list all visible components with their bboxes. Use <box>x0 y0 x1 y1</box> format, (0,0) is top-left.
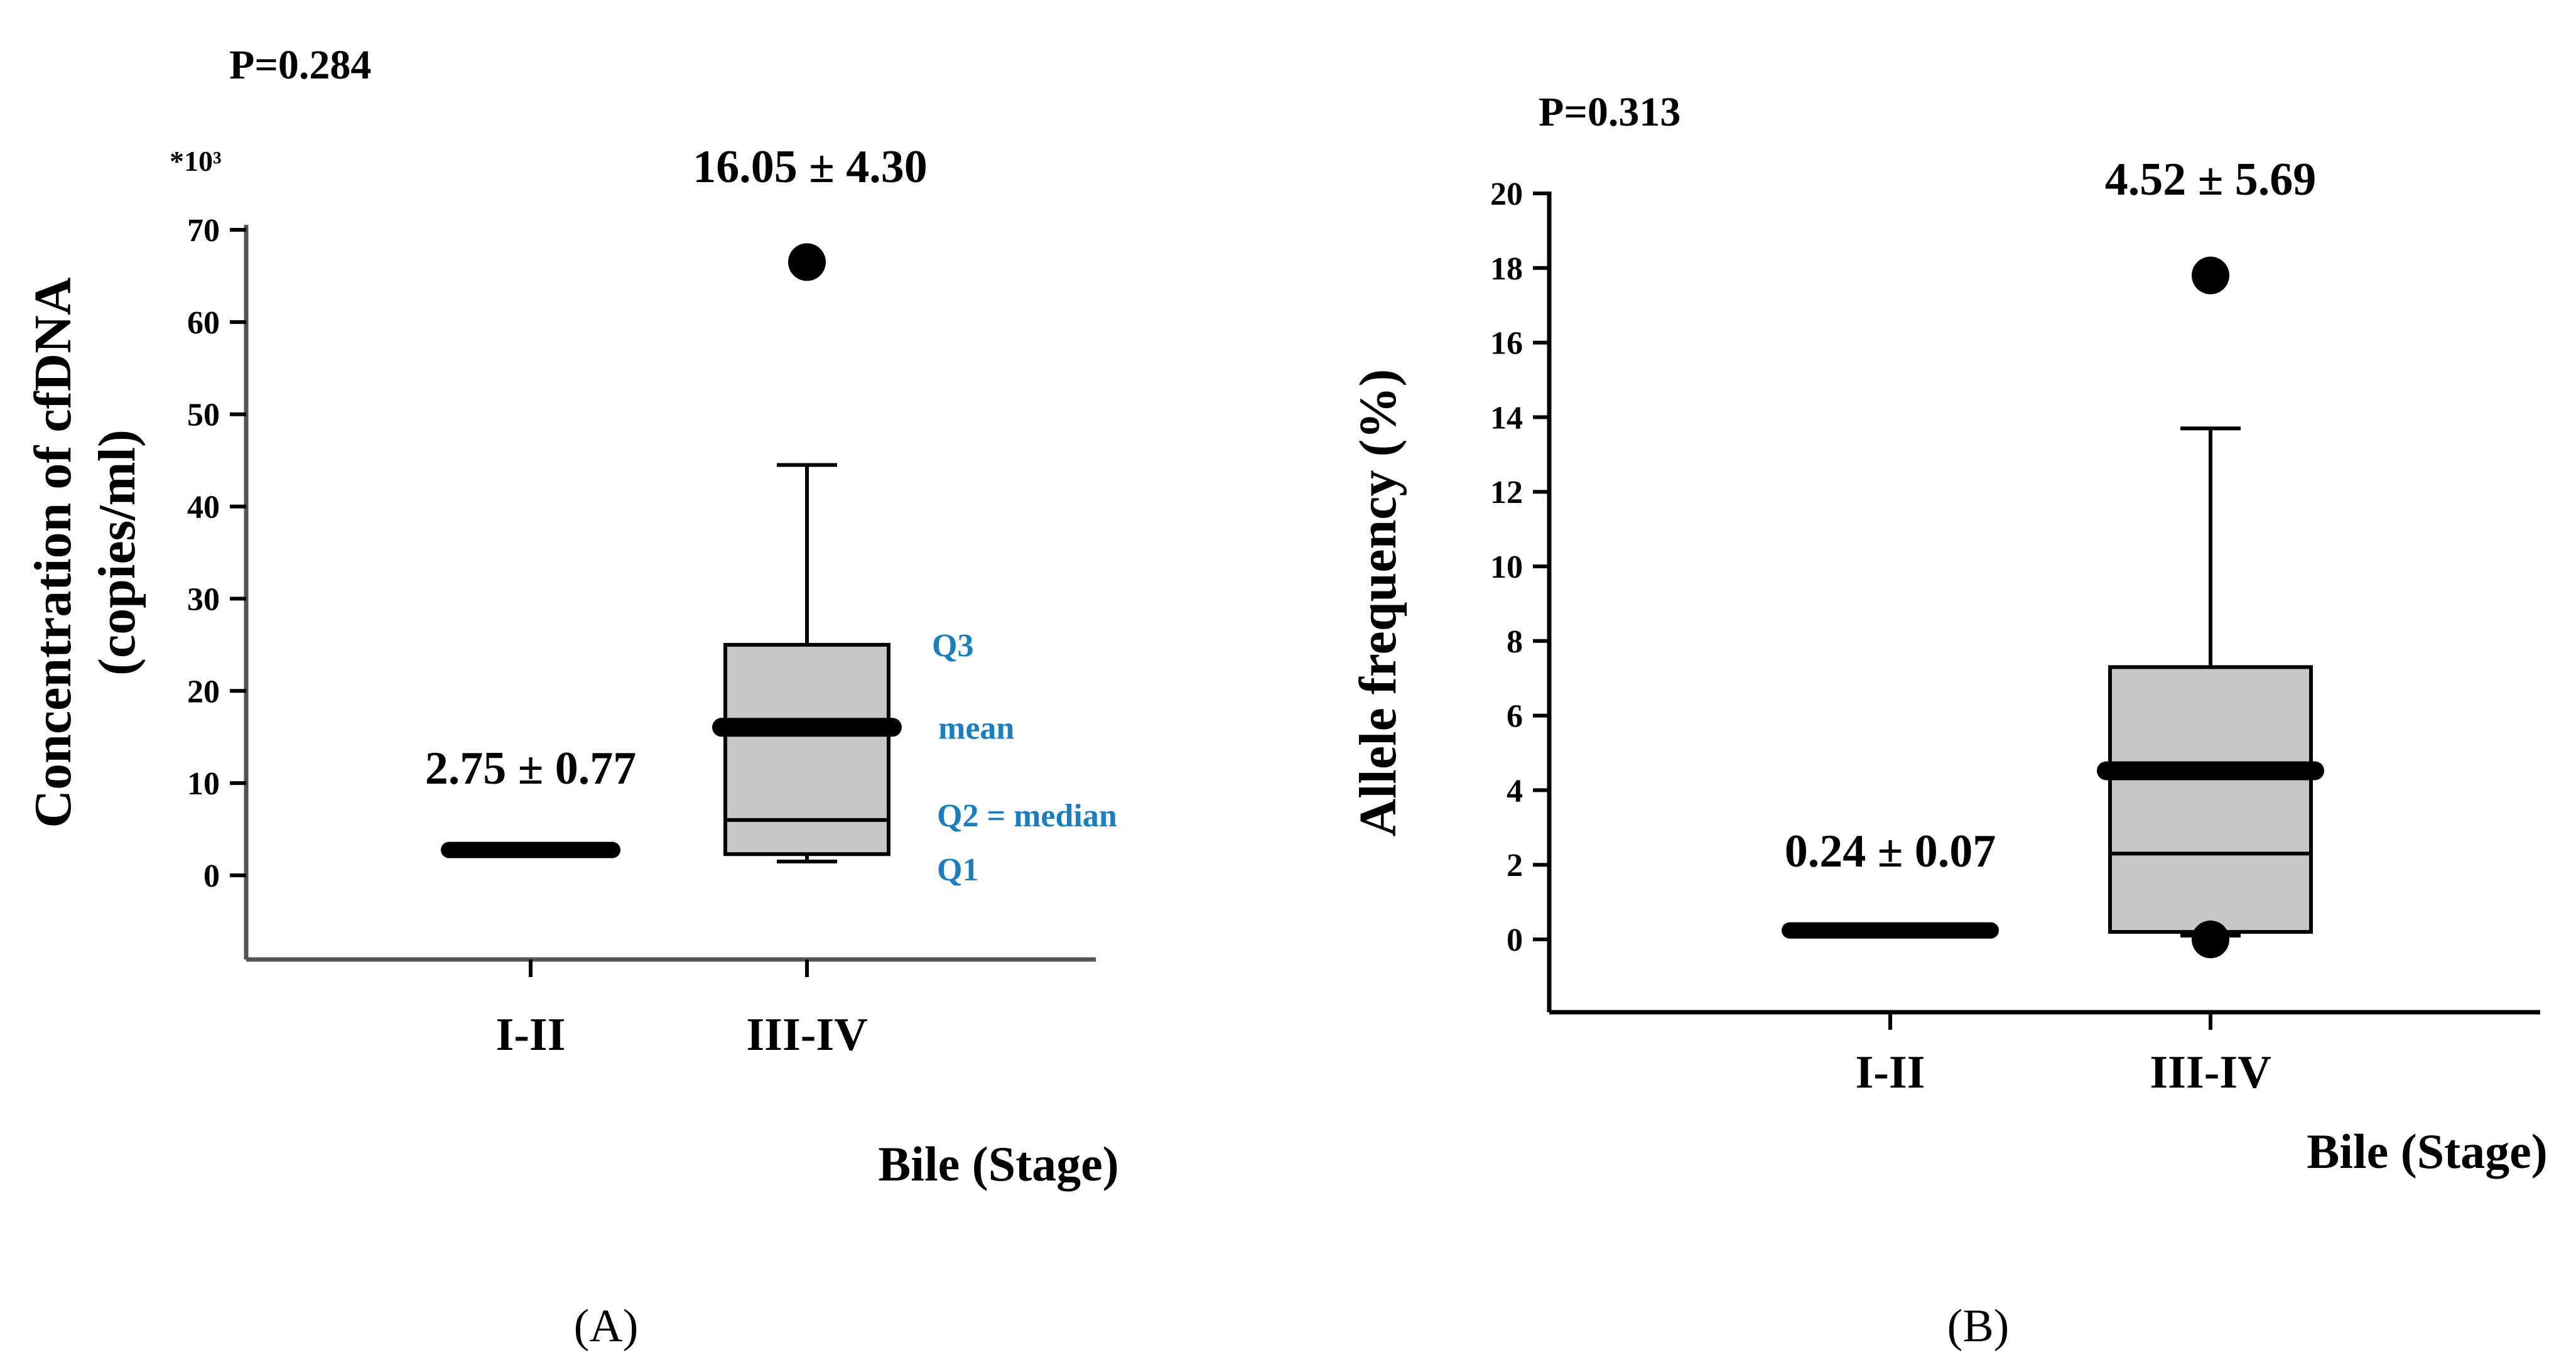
panel-label-b: (B) <box>1947 1300 2010 1352</box>
panel-b-y-tick-label: 2 <box>1507 848 1523 883</box>
panel-a-y-tick-label: 60 <box>187 305 220 341</box>
panel-b-y-tick-label: 8 <box>1507 624 1523 660</box>
panel-a-x-tick-label: III-IV <box>746 1009 867 1061</box>
panel-b-y-tick-label: 0 <box>1507 922 1523 958</box>
panel-a-annotation-mean: mean <box>938 710 1014 746</box>
panel-b-x-tick-label: III-IV <box>2150 1047 2271 1098</box>
panel-b-y-tick-label: 18 <box>1490 251 1523 287</box>
panel-b-y-tick-label: 4 <box>1507 773 1523 809</box>
panel-b-y-tick-label: 10 <box>1490 549 1523 585</box>
panel-a-y-tick-label: 30 <box>187 581 220 617</box>
panel-a-annotation-q1: Q1 <box>937 852 978 888</box>
panel-a-y-tick-label: 0 <box>203 858 220 894</box>
panel-a-y-tick-label: 50 <box>187 397 220 433</box>
panel-b-y-tick-label: 16 <box>1490 326 1523 362</box>
panel-a-annotation-q3: Q3 <box>932 628 973 664</box>
panel-b-y-tick-label: 6 <box>1507 699 1523 735</box>
panel-b-outlier-point <box>2192 256 2229 294</box>
panel-a-y-tick-label: 10 <box>187 766 220 802</box>
panel-b-x-axis-title: Bile (Stage) <box>2307 1124 2547 1179</box>
panel-a-mean-sd-label: 16.05 ± 4.30 <box>693 141 928 193</box>
panel-a-y-tick-label: 20 <box>187 674 220 710</box>
panel-a-outlier-point <box>788 243 826 281</box>
panel-b-y-tick-label: 12 <box>1490 475 1523 511</box>
panel-a-y-tick-label: 40 <box>187 490 220 526</box>
panel-a-x-tick-label: I-II <box>495 1009 565 1061</box>
panel-b-mean-sd-label: 0.24 ± 0.07 <box>1785 826 1996 877</box>
panel-a-y-axis-title-line1: Concentration of cfDNA <box>24 277 82 828</box>
panel-b-y-tick-label: 20 <box>1490 176 1523 212</box>
panel-b-box-iii-iv <box>2108 665 2313 934</box>
panel-a-box-iii-iv <box>723 642 890 856</box>
panel-a-mean-sd-label: 2.75 ± 0.77 <box>425 743 637 794</box>
panel-b-outlier-point <box>2192 921 2229 958</box>
panel-a-p-value: P=0.284 <box>229 42 371 88</box>
panel-b-y-axis-title: Allele frequency (%) <box>1349 369 1407 837</box>
panel-a-y-axis-title-line2: (copies/ml) <box>88 430 146 676</box>
panel-b-p-value: P=0.313 <box>1539 89 1680 135</box>
panel-a-chart: 0 10 20 30 40 50 60 70 I-II III-IV 2.75 ± 0.77 16.0… <box>24 42 1119 1191</box>
panel-label-a: (A) <box>574 1300 639 1352</box>
panel-b-x-tick-label: I-II <box>1855 1047 1925 1098</box>
panel-a-y-multiplier: *10³ <box>170 145 222 177</box>
panel-a-y-tick-label: 70 <box>187 213 220 249</box>
panel-b-mean-sd-label: 4.52 ± 5.69 <box>2105 154 2317 205</box>
panel-b-chart: 0 2 4 6 8 10 12 14 16 18 20 I-II III-IV 0.24 ± 0.07 4.… <box>1349 89 2548 1179</box>
panel-a-x-axis-title: Bile (Stage) <box>878 1137 1118 1191</box>
panel-a-annotation-median: Q2 = median <box>937 798 1117 834</box>
panel-b-y-tick-label: 14 <box>1490 400 1523 436</box>
